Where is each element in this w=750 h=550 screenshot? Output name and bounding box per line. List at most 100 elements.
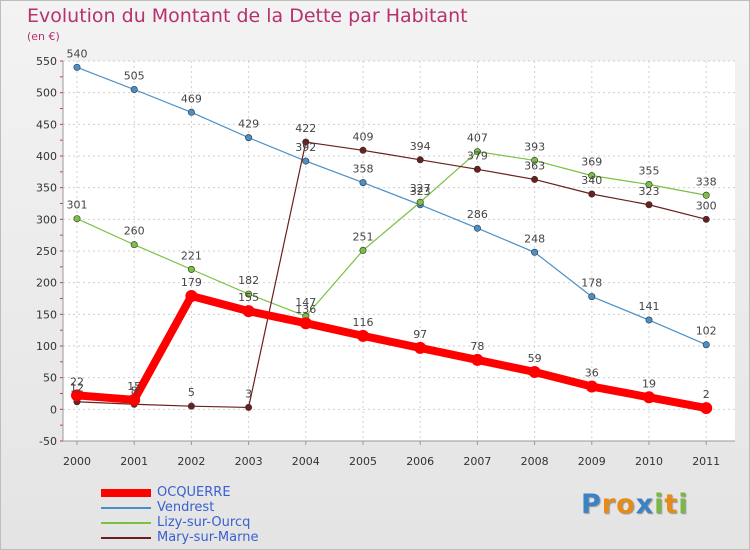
data-point — [588, 293, 596, 301]
data-point — [302, 138, 310, 146]
y-tick-label: 200 — [36, 277, 57, 290]
legend-label: Lizy-sur-Ourcq — [157, 515, 251, 530]
data-label: 323 — [410, 185, 431, 198]
data-point — [359, 179, 367, 187]
axes: -50 0 50 100 150 200 250 300 350 400 450 500 550 2000… — [36, 55, 735, 468]
data-label: 19 — [642, 377, 656, 390]
data-label: 12 — [70, 382, 84, 395]
data-label: 355 — [639, 165, 660, 178]
data-labels: 5405054694293923583232862481781411023012… — [67, 47, 717, 401]
series-line-lizy-sur-ourcq — [76, 150, 707, 317]
data-point — [700, 402, 713, 415]
series-line-ocquerre — [73, 291, 711, 413]
x-tick-label: 2001 — [120, 455, 148, 468]
data-point — [359, 246, 367, 254]
data-label: 409 — [353, 130, 374, 143]
data-point — [645, 181, 653, 189]
data-label: 97 — [413, 328, 427, 341]
data-point — [71, 389, 83, 402]
data-label: 22 — [70, 375, 84, 388]
logo-letter: x — [635, 489, 655, 520]
data-point — [473, 148, 481, 156]
data-label: 300 — [696, 199, 717, 212]
data-label: 505 — [124, 70, 145, 83]
data-label: 78 — [470, 340, 484, 353]
x-tick-label: 2004 — [292, 455, 320, 468]
data-label: 379 — [467, 149, 488, 162]
legend-item: Vendrest — [101, 500, 258, 515]
data-point — [299, 317, 312, 330]
y-tick-label: 500 — [36, 87, 57, 100]
logo-letter: P — [581, 489, 602, 520]
data-label: 59 — [528, 352, 542, 365]
data-label: 178 — [581, 277, 602, 290]
legend-swatch — [101, 536, 151, 539]
data-label: 286 — [467, 208, 488, 221]
data-point — [645, 316, 653, 324]
data-label: 392 — [295, 141, 316, 154]
legend-item: Mary-sur-Marne — [101, 530, 258, 545]
chart-title: Evolution du Montant de la Dette par Hab… — [27, 5, 468, 27]
data-label: 36 — [585, 367, 599, 380]
data-label: 182 — [238, 274, 259, 287]
logo-letter: o — [616, 489, 636, 520]
y-tick-label: -50 — [39, 435, 57, 448]
data-label: 369 — [581, 156, 602, 169]
data-point — [128, 393, 141, 406]
legend-label: Mary-sur-Marne — [157, 530, 259, 545]
data-point — [416, 156, 424, 164]
x-tick-label: 2011 — [692, 455, 720, 468]
data-label: 407 — [467, 132, 488, 145]
x-tick-label: 2005 — [349, 455, 377, 468]
data-point — [187, 265, 195, 273]
data-point — [245, 134, 253, 142]
data-label: 136 — [295, 303, 316, 316]
x-tick-label: 2000 — [63, 455, 91, 468]
data-label: 3 — [245, 387, 252, 400]
data-point — [302, 157, 310, 165]
data-label: 179 — [181, 276, 202, 289]
data-label: 327 — [410, 182, 431, 195]
chart-subtitle: (en €) — [27, 30, 60, 43]
data-label: 147 — [295, 296, 316, 309]
data-point — [187, 108, 195, 116]
data-label: 251 — [353, 230, 374, 243]
data-point — [588, 172, 596, 180]
data-point — [588, 190, 596, 198]
data-label: 469 — [181, 92, 202, 105]
data-point — [473, 165, 481, 173]
data-point — [702, 215, 710, 223]
x-tick-label: 2002 — [177, 455, 205, 468]
data-point — [531, 156, 539, 164]
logo-letter: i — [654, 489, 665, 520]
legend-label: Vendrest — [157, 500, 215, 515]
proxiti-logo: Proxiti — [581, 489, 689, 520]
y-tick-label: 550 — [36, 55, 57, 68]
y-tick-label: 50 — [43, 372, 57, 385]
data-label: 116 — [353, 316, 374, 329]
data-point — [643, 391, 655, 404]
data-label: 155 — [238, 291, 259, 304]
legend-item: OCQUERRE — [101, 485, 258, 500]
x-tick-label: 2007 — [463, 455, 491, 468]
legend-item: Lizy-sur-Ourcq — [101, 515, 258, 530]
data-point — [187, 402, 195, 410]
data-point — [473, 224, 481, 232]
data-point — [73, 215, 81, 223]
legend-label: OCQUERRE — [157, 485, 231, 500]
legend-swatch — [101, 521, 151, 524]
y-tick-label: 100 — [36, 340, 57, 353]
data-point — [531, 175, 539, 183]
data-point — [357, 329, 369, 342]
series-lines — [71, 63, 713, 415]
data-point — [130, 86, 138, 94]
x-tick-label: 2008 — [521, 455, 549, 468]
data-label: 301 — [67, 199, 88, 212]
data-label: 8 — [131, 384, 138, 397]
data-point — [702, 191, 710, 199]
data-point — [414, 341, 427, 354]
data-label: 2 — [703, 388, 710, 401]
x-tick-label: 2009 — [578, 455, 606, 468]
